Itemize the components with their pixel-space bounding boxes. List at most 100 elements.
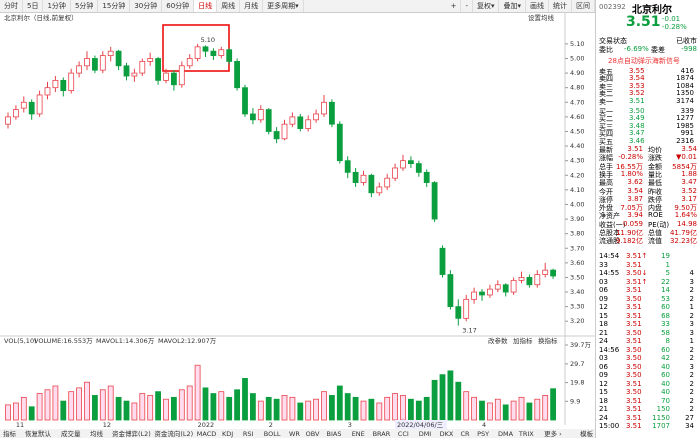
candle-body (273, 131, 280, 140)
annotation: 3.17 (462, 327, 476, 335)
trade-price: 3.51 (626, 303, 642, 311)
indicator-tab[interactable]: CCI (398, 430, 409, 438)
ratio: -998 (681, 45, 697, 53)
indicator-tab[interactable]: MACD (197, 430, 216, 438)
volume-bar (210, 393, 217, 421)
period-tab[interactable]: 30分钟 (130, 0, 163, 12)
candle-body (368, 174, 375, 194)
volume-bar (99, 389, 106, 421)
indicator-tab[interactable]: CR (461, 430, 471, 438)
indicator-tab[interactable]: BOLL (264, 430, 281, 438)
indicator-tab[interactable]: 指标 (3, 429, 17, 438)
indicator-tab[interactable]: BIAS (327, 430, 342, 438)
volume-bar (28, 406, 35, 421)
candle-body (439, 247, 446, 275)
tool-button[interactable]: 统计 (549, 0, 572, 12)
x-tick-label: 4 (482, 421, 486, 429)
indicator-tab[interactable]: TRIX (518, 430, 534, 438)
tool-button[interactable]: 区间 (572, 0, 595, 12)
candle-body (542, 269, 549, 275)
highlight-box (162, 24, 230, 72)
period-tab[interactable]: 15分钟 (98, 0, 131, 12)
indicator-tab[interactable]: ENE (352, 430, 365, 438)
period-tab[interactable]: 周线 (217, 0, 241, 12)
book-price: 3.48 (629, 121, 645, 130)
candle-body (107, 50, 114, 56)
indicator-tab[interactable]: DMA (498, 430, 514, 438)
quote-panel: 002392 北京利尔 3.51 -0.01 -0.28% 交易状态 已收市 委比 -6.69%… (595, 0, 700, 438)
candle-body (510, 279, 517, 293)
tool-button[interactable]: - (461, 0, 473, 12)
trade-volume: 1150 (652, 413, 670, 422)
volume-bar (423, 396, 430, 421)
indicator-tab[interactable]: 资金流向(L2) (154, 429, 193, 438)
tool-button[interactable]: + (447, 0, 462, 12)
candle-body (5, 116, 11, 125)
period-tab[interactable]: 分时 (0, 0, 23, 12)
candle-body (52, 79, 59, 89)
stat-label: 总股本 (599, 229, 620, 237)
volume-bar (84, 381, 90, 421)
y-tick-label: 3.50 (570, 273, 584, 281)
indicator-tab[interactable]: 均线 (90, 429, 104, 438)
indicator-tab[interactable]: BRAR (373, 430, 391, 438)
candle-body (226, 49, 233, 62)
indicator-tab[interactable]: KDJ (222, 430, 233, 438)
indicator-tab[interactable]: 更多 › (544, 429, 562, 438)
volume-bar (68, 391, 75, 421)
indicator-tab[interactable]: OBV (306, 430, 320, 438)
cursor-date: 2022/04/06/三 (397, 421, 444, 429)
candle-body (234, 61, 241, 89)
period-tab[interactable]: 月线 (240, 0, 264, 12)
tool-button[interactable]: 画线 (526, 0, 549, 12)
tool-button[interactable]: 复权▾ (473, 0, 500, 12)
trade-price: 3.51 (626, 413, 642, 422)
indicator-tab[interactable]: DMI (419, 430, 432, 438)
period-tab[interactable]: 5日 (23, 0, 44, 12)
y-tick-label: 5.00 (570, 54, 584, 62)
indicator-tab[interactable]: WR (289, 430, 300, 438)
period-tab[interactable]: 5分钟 (71, 0, 99, 12)
book-label: 买二 (599, 115, 613, 124)
candle-body (123, 65, 130, 77)
trade-price: 3.50 (626, 388, 642, 396)
trade-price: 3.50 (626, 371, 642, 379)
period-tab[interactable]: 日线 (194, 0, 218, 12)
book-label: 卖四 (599, 75, 613, 84)
trade-volume: 68 (661, 311, 670, 320)
trade-volume: 40 (661, 379, 670, 388)
candle-body (44, 87, 51, 96)
indicator-tab[interactable]: PSY (477, 430, 489, 438)
volume-bar (249, 393, 256, 421)
volume-bar (139, 393, 146, 421)
period-tab[interactable]: 1分钟 (43, 0, 71, 12)
indicator-tab[interactable]: DKX (440, 430, 454, 438)
trade-time: 15 (599, 311, 608, 320)
candle-body (60, 79, 67, 92)
indicator-tab[interactable]: 恢复默认 (25, 429, 52, 438)
tool-button[interactable]: 叠加▾ (499, 0, 526, 12)
trade-count: 3 (689, 320, 694, 328)
volume-bar (313, 398, 320, 421)
indicator-tab[interactable]: 模板 (580, 429, 594, 438)
stat-value: 5854万 (672, 162, 697, 171)
period-tab[interactable]: 60分钟 (162, 0, 195, 12)
setting[interactable]: 设置均线 (528, 13, 555, 22)
candle-body (321, 101, 327, 115)
volume-button: 换指标 (538, 336, 558, 345)
stat-value: 1.64% (674, 211, 697, 220)
book-price: 3.55 (629, 67, 645, 75)
candle-body (297, 116, 304, 129)
stat-value: 16.55万 (615, 162, 643, 171)
stat-value: 3.17 (681, 194, 697, 203)
indicator-tab[interactable]: RSI (243, 430, 254, 438)
trade-volume: 33 (661, 320, 670, 328)
volume-bar (226, 396, 233, 421)
trade-volume: 14 (661, 286, 670, 294)
stat-label: 昨收 (648, 187, 662, 196)
indicator-tab[interactable]: 资金博弈(L2) (112, 429, 151, 438)
volume-bar (202, 387, 209, 421)
indicator-tab[interactable]: 成交量 (61, 429, 81, 438)
volume-bar (52, 385, 59, 421)
period-tab[interactable]: 更多周期▾ (263, 0, 304, 12)
